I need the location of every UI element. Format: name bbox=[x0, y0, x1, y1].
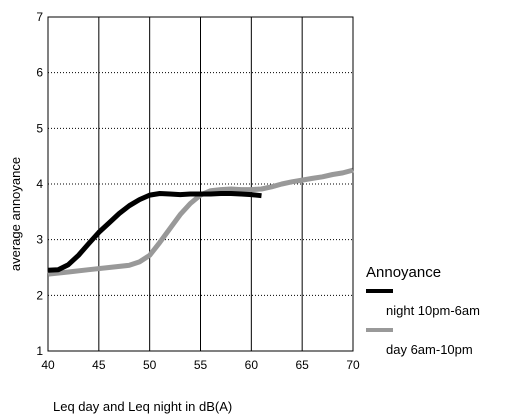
series-line-night bbox=[47, 191, 262, 273]
y-tick-label: 7 bbox=[36, 10, 43, 24]
y-tick-label: 6 bbox=[36, 66, 43, 80]
x-tick-label: 50 bbox=[143, 358, 157, 372]
x-tick-label: 65 bbox=[295, 358, 309, 372]
legend-swatch-night bbox=[366, 289, 393, 293]
legend-title: Annoyance bbox=[366, 264, 441, 281]
legend-swatch-day bbox=[366, 328, 393, 332]
x-tick-label: 60 bbox=[245, 358, 259, 372]
plot-area bbox=[47, 16, 354, 352]
y-tick-label: 2 bbox=[36, 288, 43, 302]
x-tick-label: 45 bbox=[92, 358, 106, 372]
y-tick-label: 1 bbox=[36, 344, 43, 358]
x-tick-label: 40 bbox=[41, 358, 55, 372]
series-lines bbox=[47, 167, 354, 277]
legend-label-night: night 10pm-6am bbox=[386, 303, 480, 318]
grid-lines bbox=[48, 17, 353, 351]
y-tick-label: 5 bbox=[36, 121, 43, 135]
x-tick-label: 55 bbox=[194, 358, 208, 372]
x-axis-label: Leq day and Leq night in dB(A) bbox=[53, 399, 232, 414]
y-tick-label: 3 bbox=[36, 233, 43, 247]
series-line-day bbox=[47, 167, 354, 277]
legend: Annoyance night 10pm-6am day 6am-10pm bbox=[366, 264, 480, 357]
y-axis-label: average annoyance bbox=[8, 157, 23, 271]
y-tick-label: 4 bbox=[36, 177, 43, 191]
legend-label-day: day 6am-10pm bbox=[386, 342, 473, 357]
x-tick-label: 70 bbox=[346, 358, 360, 372]
